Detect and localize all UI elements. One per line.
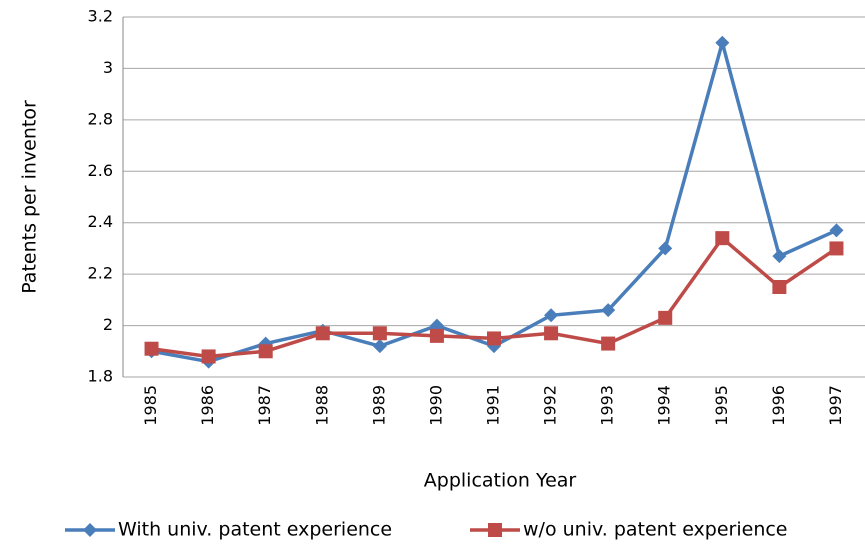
- marker: [372, 339, 387, 354]
- marker: [544, 326, 559, 341]
- y-tick-label: 2.4: [88, 212, 113, 231]
- y-tick-label: 3: [103, 58, 113, 77]
- x-tick-label: 1987: [255, 385, 274, 426]
- x-tick-label: 1988: [312, 385, 331, 426]
- x-tick-label: 1996: [769, 385, 788, 426]
- marker: [201, 349, 216, 364]
- marker: [544, 308, 559, 323]
- marker: [429, 328, 444, 343]
- x-tick-label: 1995: [712, 385, 731, 426]
- marker: [601, 303, 616, 318]
- marker: [488, 523, 502, 537]
- series-line: [151, 36, 838, 364]
- x-tick-label: 1997: [826, 385, 845, 426]
- marker: [315, 326, 330, 341]
- marker: [658, 310, 673, 325]
- marker: [829, 223, 844, 238]
- x-tick-label: 1990: [426, 385, 445, 426]
- y-tick-label: 2.6: [88, 161, 113, 180]
- y-tick-label: 3.2: [88, 7, 113, 26]
- marker: [829, 241, 844, 256]
- marker: [715, 35, 730, 50]
- marker: [601, 336, 616, 351]
- y-tick-label: 2.2: [88, 264, 113, 283]
- marker: [658, 241, 673, 256]
- marker: [258, 344, 273, 359]
- marker: [772, 249, 787, 264]
- legend-label: w/o univ. patent experience: [523, 519, 788, 541]
- marker: [144, 341, 159, 356]
- y-tick-label: 1.8: [88, 367, 113, 386]
- x-tick-label: 1994: [655, 385, 674, 426]
- legend-label: With univ. patent experience: [118, 519, 392, 541]
- y-tick-label: 2: [103, 315, 113, 334]
- x-tick-label: 1991: [484, 385, 503, 426]
- y-tick-label: 2.8: [88, 109, 113, 128]
- marker: [83, 523, 97, 537]
- x-tick-label: 1989: [369, 385, 388, 426]
- marker: [715, 231, 730, 246]
- x-tick-label: 1985: [141, 385, 160, 426]
- x-axis-title: Application Year: [424, 470, 577, 492]
- marker: [372, 326, 387, 341]
- marker: [487, 331, 501, 346]
- marker: [772, 280, 787, 294]
- x-tick-label: 1992: [541, 385, 560, 426]
- y-axis-title: Patents per inventor: [19, 100, 41, 294]
- x-tick-label: 1986: [198, 385, 217, 426]
- x-tick-label: 1993: [598, 385, 617, 426]
